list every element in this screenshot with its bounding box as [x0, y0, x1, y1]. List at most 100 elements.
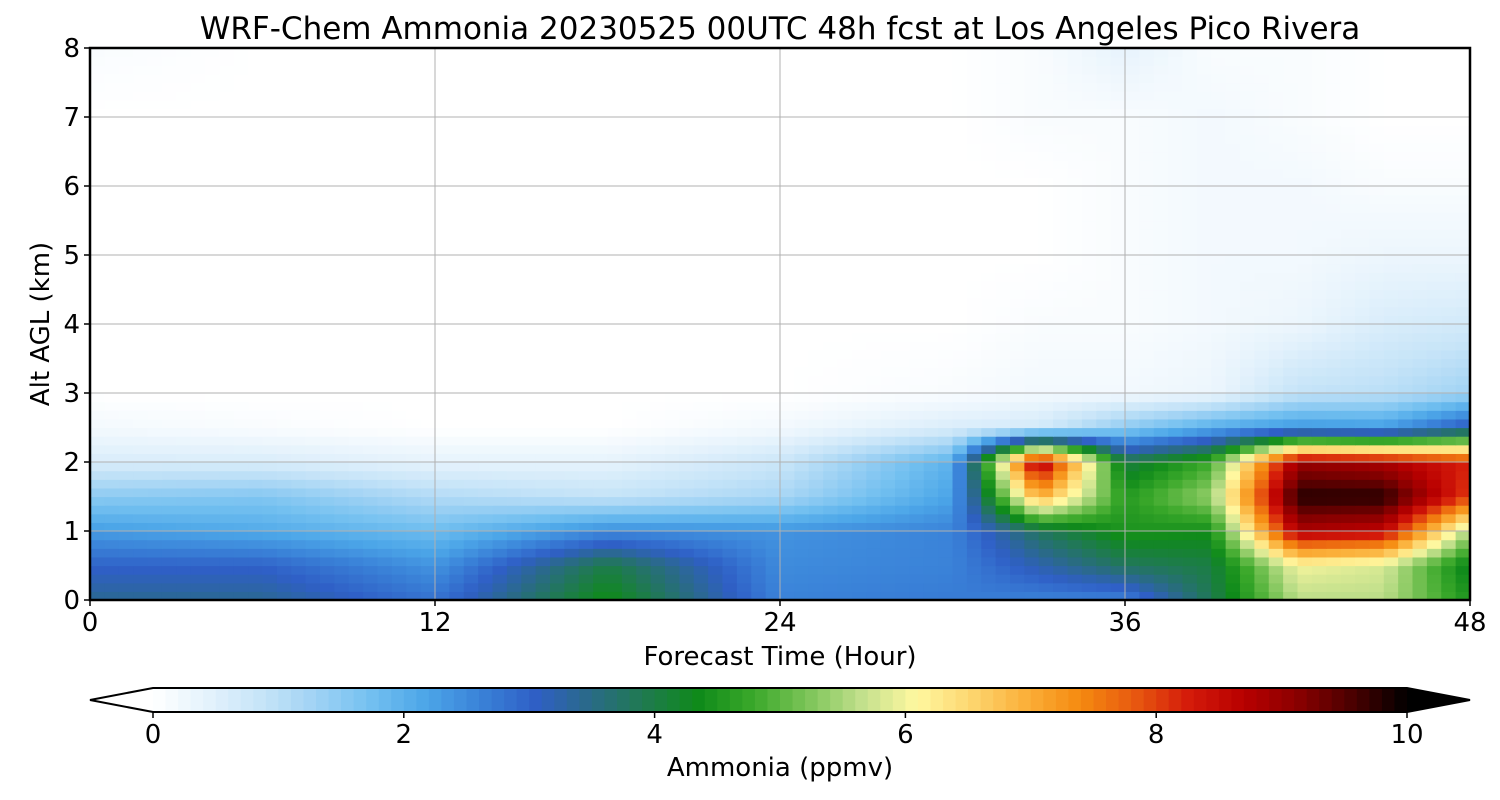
heatmap-cell — [1182, 513, 1198, 523]
heatmap-cell — [722, 151, 738, 161]
heatmap-cell — [550, 280, 565, 291]
heatmap-cell — [1038, 255, 1054, 265]
heatmap-cell — [1412, 203, 1428, 213]
heatmap-cell — [895, 298, 910, 308]
heatmap-cell — [1355, 168, 1370, 178]
heatmap-cell — [363, 384, 379, 394]
heatmap-cell — [880, 358, 896, 368]
heatmap-cell — [981, 487, 997, 498]
heatmap-cell — [794, 565, 810, 575]
heatmap-cell — [1268, 565, 1284, 575]
heatmap-cell — [621, 384, 637, 394]
heatmap-cell — [636, 522, 652, 532]
heatmap-cell — [909, 470, 925, 480]
heatmap-cell — [650, 168, 666, 178]
heatmap-cell — [808, 358, 824, 368]
heatmap-cell — [765, 358, 781, 368]
heatmap-cell — [952, 479, 968, 489]
heatmap-cell — [765, 194, 781, 204]
heatmap-cell — [521, 384, 537, 394]
heatmap-cell — [291, 496, 307, 506]
heatmap-cell — [1412, 358, 1428, 368]
heatmap-cell — [1254, 349, 1270, 360]
heatmap-cell — [751, 375, 767, 385]
heatmap-cell — [751, 349, 767, 360]
heatmap-cell — [952, 298, 968, 308]
heatmap-cell — [636, 280, 652, 291]
heatmap-cell — [607, 505, 623, 515]
heatmap-cell — [650, 565, 666, 575]
heatmap-cell — [147, 487, 163, 498]
heatmap-cell — [1153, 582, 1169, 592]
heatmap-cell — [233, 306, 249, 316]
heatmap-cell — [276, 453, 292, 463]
heatmap-cell — [1153, 211, 1169, 222]
heatmap-cell — [1340, 194, 1356, 204]
heatmap-cell — [1383, 324, 1399, 334]
heatmap-cell — [1024, 556, 1040, 567]
heatmap-cell — [190, 513, 206, 523]
heatmap-cell — [607, 548, 623, 558]
heatmap-cell — [492, 220, 508, 230]
heatmap-cell — [880, 324, 896, 334]
heatmap-cell — [1225, 203, 1241, 213]
heatmap-cell — [708, 263, 724, 273]
heatmap-cell — [104, 237, 120, 247]
heatmap-cell — [463, 479, 479, 489]
heatmap-cell — [420, 255, 436, 265]
heatmap-cell — [463, 591, 479, 600]
heatmap-cell — [391, 332, 407, 342]
heatmap-cell — [478, 177, 494, 187]
heatmap-cell — [981, 462, 997, 472]
heatmap-cell — [147, 194, 163, 204]
heatmap-cell — [1254, 410, 1270, 420]
heatmap-cell — [478, 186, 494, 196]
heatmap-cell — [823, 246, 839, 256]
heatmap-cell — [751, 211, 767, 222]
heatmap-cell — [190, 496, 206, 506]
heatmap-cell — [377, 393, 393, 403]
heatmap-cell — [1038, 444, 1054, 454]
heatmap-cell — [578, 556, 594, 567]
heatmap-cell — [636, 393, 652, 403]
heatmap-cell — [751, 505, 767, 515]
heatmap-cell — [1369, 393, 1385, 403]
heatmap-cell — [1038, 582, 1054, 592]
heatmap-cell — [1196, 574, 1212, 584]
heatmap-cell — [1038, 341, 1054, 351]
heatmap-cell — [320, 358, 335, 368]
heatmap-cell — [1398, 177, 1414, 187]
heatmap-cell — [564, 462, 580, 472]
heatmap-cell — [1355, 237, 1370, 247]
heatmap-cell — [420, 479, 436, 489]
heatmap-cell — [550, 160, 565, 170]
heatmap-cell — [1254, 324, 1270, 334]
heatmap-cell — [1283, 410, 1299, 420]
heatmap-cell — [1196, 194, 1212, 204]
heatmap-cell — [133, 539, 149, 549]
heatmap-cell — [363, 565, 379, 575]
heatmap-cell — [435, 462, 450, 472]
heatmap-cell — [1053, 384, 1069, 394]
heatmap-cell — [90, 263, 105, 273]
heatmap-cell — [1398, 358, 1414, 368]
heatmap-cell — [1311, 384, 1327, 394]
heatmap-cell — [1297, 522, 1313, 532]
heatmap-cell — [708, 177, 724, 187]
heatmap-cell — [1110, 263, 1126, 273]
heatmap-cell — [938, 384, 954, 394]
heatmap-cell — [449, 332, 465, 342]
heatmap-cell — [1053, 280, 1069, 291]
heatmap-cell — [1053, 237, 1069, 247]
heatmap-cell — [1096, 513, 1112, 523]
heatmap-cell — [564, 418, 580, 429]
heatmap-cell — [219, 393, 235, 403]
heatmap-cell — [938, 237, 954, 247]
heatmap-cell — [564, 186, 580, 196]
heatmap-cell — [895, 401, 910, 411]
heatmap-cell — [219, 211, 235, 222]
heatmap-cell — [1053, 436, 1069, 446]
heatmap-cell — [722, 479, 738, 489]
heatmap-cell — [780, 272, 795, 282]
heatmap-cell — [636, 298, 652, 308]
